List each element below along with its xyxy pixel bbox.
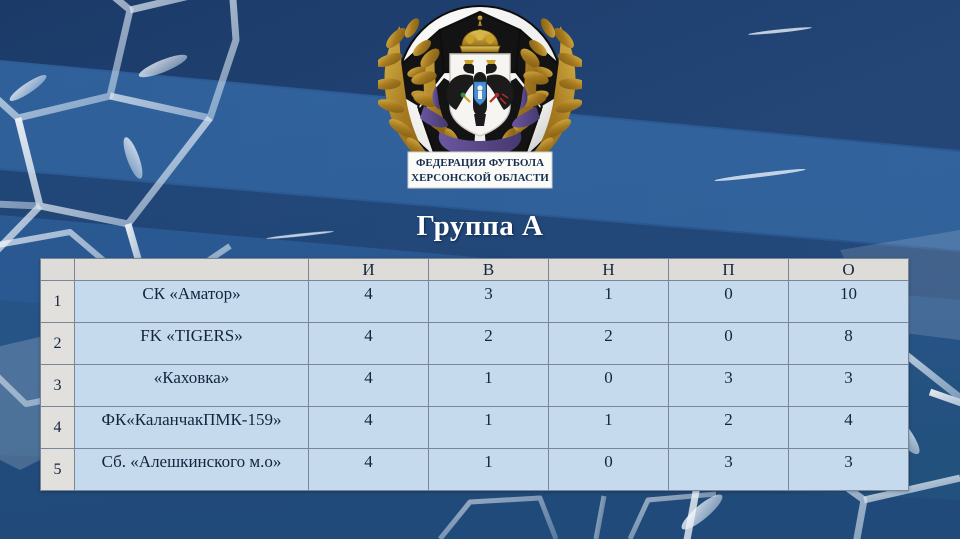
cell-games: 4 xyxy=(308,406,429,449)
cell-losses: 3 xyxy=(668,448,789,491)
column-header-team xyxy=(74,258,309,281)
cell-losses: 0 xyxy=(668,280,789,323)
banner-line-1: ФЕДЕРАЦИЯ ФУТБОЛА xyxy=(416,157,544,169)
cell-games: 4 xyxy=(308,448,429,491)
cell-wins: 1 xyxy=(428,406,549,449)
cell-points: 4 xyxy=(788,406,909,449)
cell-games: 4 xyxy=(308,322,429,365)
cell-points: 3 xyxy=(788,364,909,407)
cell-wins: 3 xyxy=(428,280,549,323)
football-federation-emblem: ФЕДЕРАЦИЯ ФУТБОЛА ХЕРСОНСКОЙ ОБЛАСТИ xyxy=(378,5,582,189)
cell-draws: 0 xyxy=(548,448,669,491)
table-header: И В Н П О xyxy=(40,258,909,281)
cell-rank: 5 xyxy=(40,448,75,491)
cell-team-name: FK «TIGERS» xyxy=(74,322,309,365)
group-a-standings-table: И В Н П О 1 СК «Аматор» 4 3 1 0 10 2 FK «TIGERS»… xyxy=(40,258,909,491)
cell-wins: 1 xyxy=(428,448,549,491)
cell-team-name: «Каховка» xyxy=(74,364,309,407)
cell-losses: 0 xyxy=(668,322,789,365)
column-header-draws: Н xyxy=(548,258,669,281)
cell-games: 4 xyxy=(308,364,429,407)
cell-draws: 1 xyxy=(548,406,669,449)
cell-losses: 2 xyxy=(668,406,789,449)
cell-points: 3 xyxy=(788,448,909,491)
cell-rank: 4 xyxy=(40,406,75,449)
page-title: Группа А xyxy=(416,210,544,242)
cell-wins: 1 xyxy=(428,364,549,407)
table-header-row: И В Н П О xyxy=(40,258,909,281)
cell-points: 10 xyxy=(788,280,909,323)
column-header-points: О xyxy=(788,258,909,281)
table-row[interactable]: 3 «Каховка» 4 1 0 3 3 xyxy=(40,364,909,407)
table-row[interactable]: 2 FK «TIGERS» 4 2 2 0 8 xyxy=(40,322,909,365)
table-row[interactable]: 5 Сб. «Алешкинского м.о» 4 1 0 3 3 xyxy=(40,448,909,491)
cell-team-name: ФК«КаланчакПМК-159» xyxy=(74,406,309,449)
cell-draws: 0 xyxy=(548,364,669,407)
cell-games: 4 xyxy=(308,280,429,323)
cell-points: 8 xyxy=(788,322,909,365)
banner-line-2: ХЕРСОНСКОЙ ОБЛАСТИ xyxy=(411,172,549,184)
table-row[interactable]: 1 СК «Аматор» 4 3 1 0 10 xyxy=(40,280,909,323)
cell-wins: 2 xyxy=(428,322,549,365)
column-header-losses: П xyxy=(668,258,789,281)
table-body: 1 СК «Аматор» 4 3 1 0 10 2 FK «TIGERS» 4 2 2 0 8 3 «Ках… xyxy=(40,280,909,491)
column-header-wins: В xyxy=(428,258,549,281)
cell-draws: 2 xyxy=(548,322,669,365)
column-header-rank xyxy=(40,258,75,281)
table-row[interactable]: 4 ФК«КаланчакПМК-159» 4 1 1 2 4 xyxy=(40,406,909,449)
cell-team-name: СК «Аматор» xyxy=(74,280,309,323)
cell-rank: 3 xyxy=(40,364,75,407)
cell-team-name: Сб. «Алешкинского м.о» xyxy=(74,448,309,491)
cell-draws: 1 xyxy=(548,280,669,323)
cell-rank: 1 xyxy=(40,280,75,323)
cell-rank: 2 xyxy=(40,322,75,365)
column-header-games: И xyxy=(308,258,429,281)
cell-losses: 3 xyxy=(668,364,789,407)
